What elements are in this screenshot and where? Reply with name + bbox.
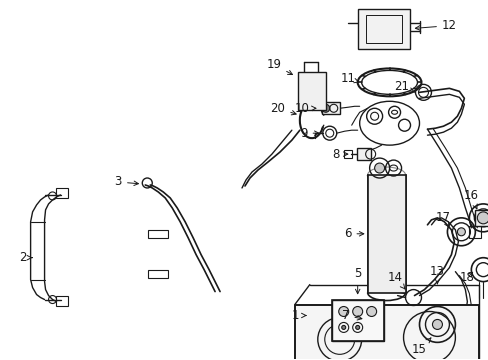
Bar: [297, 72, 325, 110]
Text: 20: 20: [270, 102, 296, 115]
Bar: [56, 188, 67, 198]
Text: 4: 4: [0, 359, 1, 360]
Text: 19: 19: [266, 58, 292, 75]
Bar: [148, 270, 168, 278]
Circle shape: [431, 319, 442, 329]
Circle shape: [338, 306, 348, 316]
Text: 12: 12: [414, 19, 456, 32]
Bar: [294, 305, 478, 360]
Text: 13: 13: [429, 265, 444, 284]
Bar: [356, 148, 370, 160]
Text: 11: 11: [340, 72, 358, 85]
Bar: [148, 230, 168, 238]
Text: 7: 7: [341, 309, 361, 322]
Bar: [294, 305, 478, 360]
Bar: [343, 150, 351, 158]
Bar: [331, 300, 383, 341]
Circle shape: [355, 325, 359, 329]
Text: 2: 2: [19, 251, 32, 264]
Bar: [357, 9, 408, 49]
Bar: [367, 175, 405, 293]
Text: 17: 17: [435, 211, 450, 227]
Circle shape: [341, 325, 345, 329]
Text: 6: 6: [343, 227, 363, 240]
Bar: [468, 226, 480, 238]
Bar: [56, 296, 67, 306]
Text: 21: 21: [393, 80, 414, 93]
Text: 16: 16: [463, 189, 478, 209]
Bar: [365, 15, 401, 42]
Text: 15: 15: [411, 338, 430, 356]
Text: 10: 10: [294, 102, 315, 115]
Text: 8: 8: [331, 148, 347, 161]
Text: 5: 5: [353, 267, 361, 294]
Text: 14: 14: [387, 271, 405, 289]
Bar: [474, 210, 488, 226]
Text: 3: 3: [115, 175, 138, 189]
Circle shape: [321, 104, 329, 112]
Bar: [321, 102, 339, 114]
Circle shape: [374, 163, 384, 173]
Text: 1: 1: [291, 309, 305, 322]
Bar: [331, 300, 383, 341]
Circle shape: [476, 212, 488, 224]
Text: 18: 18: [459, 271, 474, 284]
Text: 9: 9: [300, 127, 318, 140]
Circle shape: [366, 306, 376, 316]
Circle shape: [352, 306, 362, 316]
Circle shape: [456, 228, 465, 236]
